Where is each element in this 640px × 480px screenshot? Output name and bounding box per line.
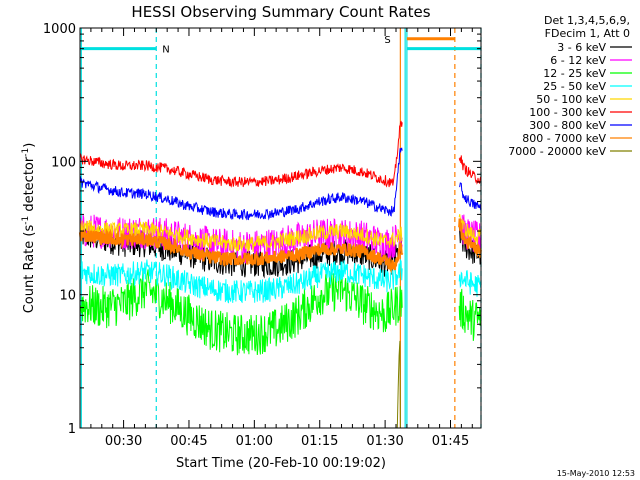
series-line xyxy=(78,228,404,274)
series-line xyxy=(79,269,403,356)
annotation-s: S xyxy=(384,35,390,46)
series-line xyxy=(458,270,482,297)
legend-entry-label: 50 - 100 keV xyxy=(536,93,606,106)
y-axis-label-main: Count Rate (s xyxy=(22,225,37,314)
y-tick-label: 10 xyxy=(59,289,76,304)
legend-entry-label: 100 - 300 keV xyxy=(529,106,606,119)
y-tick-label: 1 xyxy=(68,422,76,437)
series-line xyxy=(458,288,482,341)
y-tick-label: 1000 xyxy=(43,22,76,37)
legend-entry-label: 25 - 50 keV xyxy=(543,80,606,93)
series-line xyxy=(458,222,482,265)
x-tick-label: 01:15 xyxy=(301,434,338,449)
y-axis-label-sup1: -1 xyxy=(21,216,31,225)
timestamp: 15-May-2010 12:53 xyxy=(557,469,635,478)
series-line xyxy=(79,258,403,304)
legend: Det 1,3,4,5,6,9, FDecim 1, Att 0 3 - 6 k… xyxy=(508,14,632,158)
mode-bars: NS xyxy=(80,35,481,56)
y-tick-label: 100 xyxy=(51,155,76,170)
y-axis-label-sup2: -1 xyxy=(21,148,31,157)
series-line xyxy=(79,120,403,188)
series-line xyxy=(79,220,403,252)
legend-entry-label: 800 - 7000 keV xyxy=(522,132,606,145)
legend-entry-label: 7000 - 20000 keV xyxy=(508,145,606,158)
series-line xyxy=(458,218,482,258)
x-tick-label: 00:45 xyxy=(170,434,207,449)
x-tick-label: 00:30 xyxy=(105,434,142,449)
y-axis-label: Count Rate (s-1 detector-1) xyxy=(21,143,37,314)
series-line xyxy=(458,214,482,244)
axis-ticks: 00:30 00:45 01:00 01:15 01:30 01:45 1 10 100 1000 xyxy=(43,22,481,449)
series-lines xyxy=(78,120,482,429)
y-axis-label-mid: detector xyxy=(22,156,37,216)
legend-entry-label: 300 - 800 keV xyxy=(529,119,606,132)
annotation-n: N xyxy=(162,45,169,56)
chart-title: HESSI Observing Summary Count Rates xyxy=(131,3,430,21)
y-axis-label-end: ) xyxy=(22,143,37,148)
legend-entry-label: 6 - 12 keV xyxy=(550,54,606,67)
x-axis-label: Start Time (20-Feb-10 00:19:02) xyxy=(176,456,386,471)
x-tick-label: 01:00 xyxy=(236,434,273,449)
x-tick-label: 01:30 xyxy=(366,434,403,449)
x-tick-label: 01:45 xyxy=(432,434,469,449)
legend-entry-label: 3 - 6 keV xyxy=(557,41,606,54)
plot-frame xyxy=(79,27,482,429)
legend-header-2: FDecim 1, Att 0 xyxy=(545,27,630,40)
legend-entry-label: 12 - 25 keV xyxy=(543,67,606,80)
series-line xyxy=(459,182,482,211)
series-line xyxy=(396,340,401,429)
series-line xyxy=(79,147,403,221)
series-line xyxy=(458,155,482,185)
legend-header-1: Det 1,3,4,5,6,9, xyxy=(544,14,630,27)
